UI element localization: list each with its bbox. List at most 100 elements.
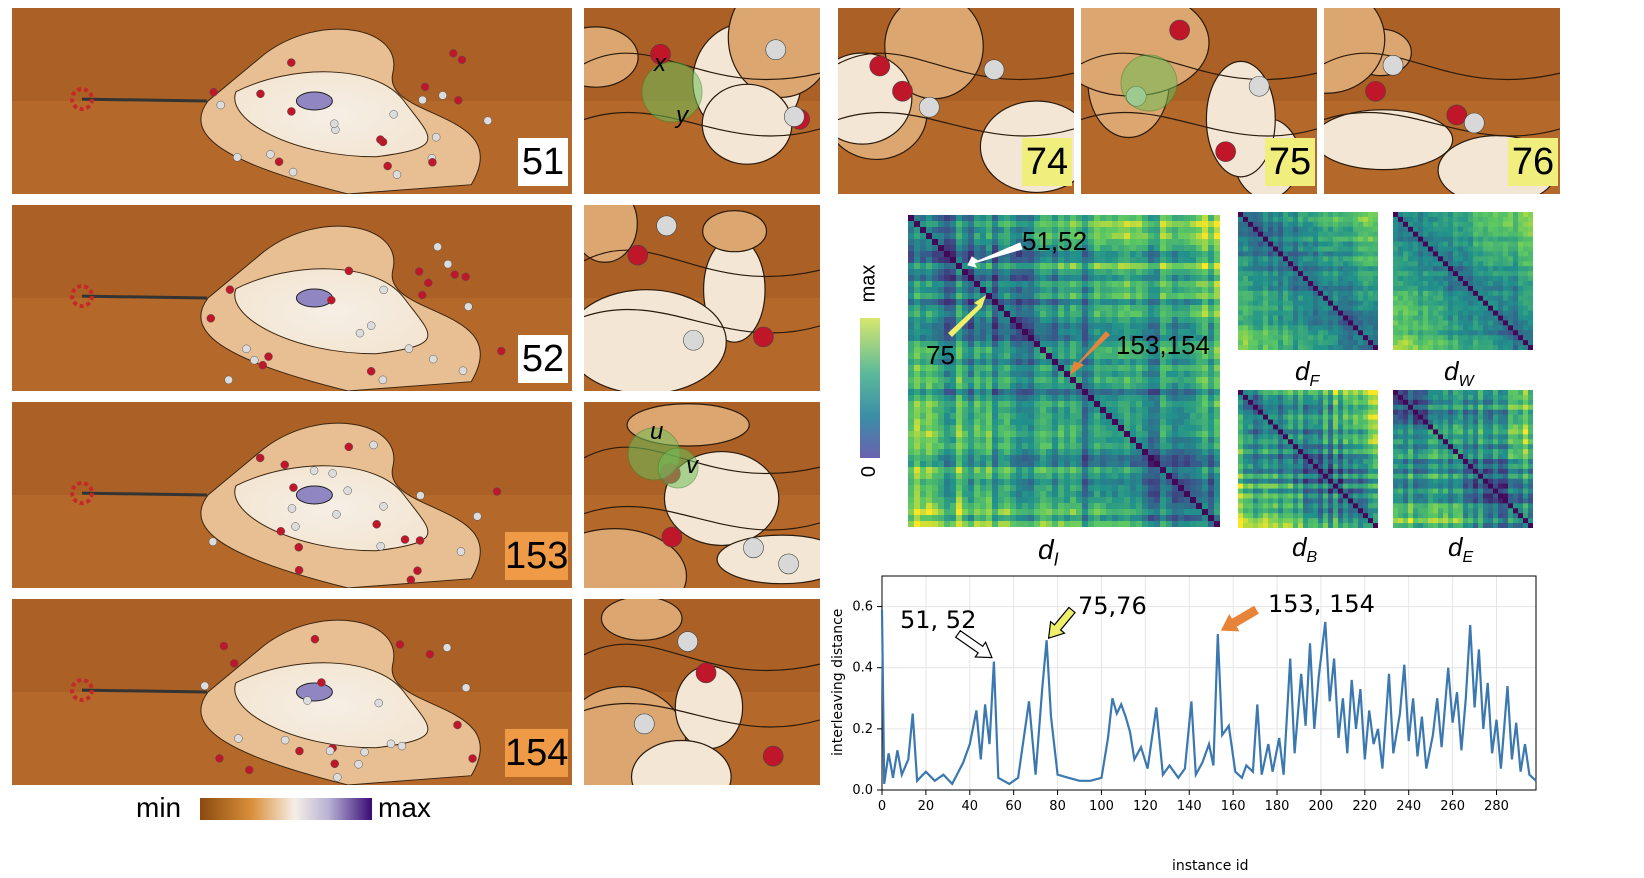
heatmap-cell [1010, 293, 1017, 300]
heatmap-cell [1022, 479, 1029, 486]
heatmap-cell [1190, 383, 1197, 390]
heatmap-cell [1172, 365, 1179, 372]
heatmap-cell [920, 389, 927, 396]
heatmap-cell [1106, 257, 1113, 264]
heatmap-cell [1040, 317, 1047, 324]
heatmap-cell [920, 407, 927, 414]
heatmap-cell [1070, 293, 1077, 300]
heatmap-cell [1513, 251, 1519, 257]
heatmap-cell [920, 251, 927, 258]
heatmap-cell [1263, 419, 1269, 425]
heatmap-cell [1358, 394, 1364, 401]
heatmap-cell [1453, 300, 1459, 307]
heatmap-cell [1273, 281, 1279, 287]
heatmap-cell [1273, 434, 1279, 440]
heatmap-cell [1438, 266, 1444, 272]
heatmap-cell [1288, 271, 1294, 277]
heatmap-cell [1253, 340, 1259, 346]
heatmap-cell [974, 317, 981, 324]
heatmap-cell [1313, 271, 1319, 277]
heatmap-cell [1058, 503, 1065, 510]
heatmap-cell [974, 293, 981, 300]
heatmap-cell [1518, 325, 1524, 331]
heatmap-cell [1528, 231, 1533, 238]
heatmap-cell [932, 269, 939, 276]
zoom-field-153 [584, 402, 820, 588]
heatmap-cell [1253, 320, 1259, 326]
heatmap-cell [1022, 353, 1029, 360]
heatmap-cell [1283, 271, 1289, 277]
heatmap-cell [914, 305, 921, 312]
heatmap-cell [1028, 329, 1035, 336]
heatmap-cell [1124, 425, 1131, 432]
atom [492, 487, 502, 496]
heatmap-cell [950, 401, 957, 408]
heatmap-cell [1208, 293, 1215, 300]
heatmap-cell [1034, 305, 1041, 312]
heatmap-cell [1130, 233, 1137, 240]
heatmap-cell [1438, 281, 1444, 287]
heatmap-cell [1268, 394, 1274, 401]
heatmap-cell [1124, 389, 1131, 396]
heatmap-cell [1278, 216, 1284, 223]
heatmap-cell [1190, 233, 1197, 240]
heatmap-cell [1118, 389, 1125, 396]
heatmap-cell [1528, 310, 1533, 316]
heatmap-cell [908, 311, 915, 318]
heatmap-cell [1016, 329, 1023, 336]
heatmap-cell [1238, 478, 1244, 485]
heatmap-cell [1166, 497, 1173, 504]
heatmap-cell [1278, 276, 1284, 282]
heatmap-cell [1106, 251, 1113, 258]
heatmap-cell [1160, 455, 1167, 462]
heatmap-cell [1070, 299, 1077, 306]
heatmap-cell [1458, 281, 1464, 287]
heatmap-cell [1160, 443, 1167, 450]
heatmap-cell [1363, 439, 1369, 445]
heatmap-cell [1258, 300, 1264, 307]
heatmap-cell [1458, 256, 1464, 262]
heatmap-cell [1004, 287, 1011, 294]
heatmap-cell [1082, 449, 1089, 456]
heatmap-cell [1202, 293, 1209, 300]
heatmap-cell [1358, 473, 1364, 480]
heatmap-cell [1208, 485, 1215, 492]
heatmap-cell [1273, 449, 1279, 455]
heatmap-cell [914, 419, 921, 426]
heatmap-cell [986, 371, 993, 378]
heatmap-cell [1214, 233, 1220, 240]
heatmap-cell [1303, 315, 1309, 321]
heatmap-cell [1393, 256, 1399, 262]
heatmap-cell [980, 323, 987, 330]
heatmap-cell [1483, 285, 1489, 292]
heatmap-cell [992, 311, 999, 318]
heatmap-cell [968, 371, 975, 378]
heatmap-cell [920, 215, 927, 222]
heatmap-cell [1142, 449, 1149, 456]
heatmap-cell [1373, 419, 1378, 425]
heatmap-cell [1064, 395, 1071, 402]
heatmap-cell [1503, 226, 1509, 233]
heatmap-cell [1278, 449, 1284, 455]
heatmap-cell [1253, 246, 1259, 252]
heatmap-cell [1423, 320, 1429, 326]
heatmap-cell [1202, 407, 1209, 414]
heatmap-cell [1423, 295, 1429, 302]
heatmap-cell [1064, 269, 1071, 276]
heatmap-cell [992, 215, 999, 222]
heatmap-cell [1118, 419, 1125, 426]
heatmap-cell [1076, 287, 1083, 294]
heatmap-cell [1348, 394, 1354, 401]
atom [344, 266, 354, 276]
heatmap-cell [1473, 330, 1479, 336]
atom [216, 100, 225, 110]
heatmap-cell [1488, 295, 1494, 302]
heatmap-cell [1303, 454, 1309, 460]
heatmap-cell [1004, 395, 1011, 402]
heatmap-cell [1243, 404, 1249, 411]
heatmap-cell [1112, 485, 1119, 492]
heatmap-cell [1082, 305, 1089, 312]
heatmap-cell [1328, 409, 1334, 416]
heatmap-cell [1358, 300, 1364, 307]
heatmap-cell [1118, 485, 1125, 492]
